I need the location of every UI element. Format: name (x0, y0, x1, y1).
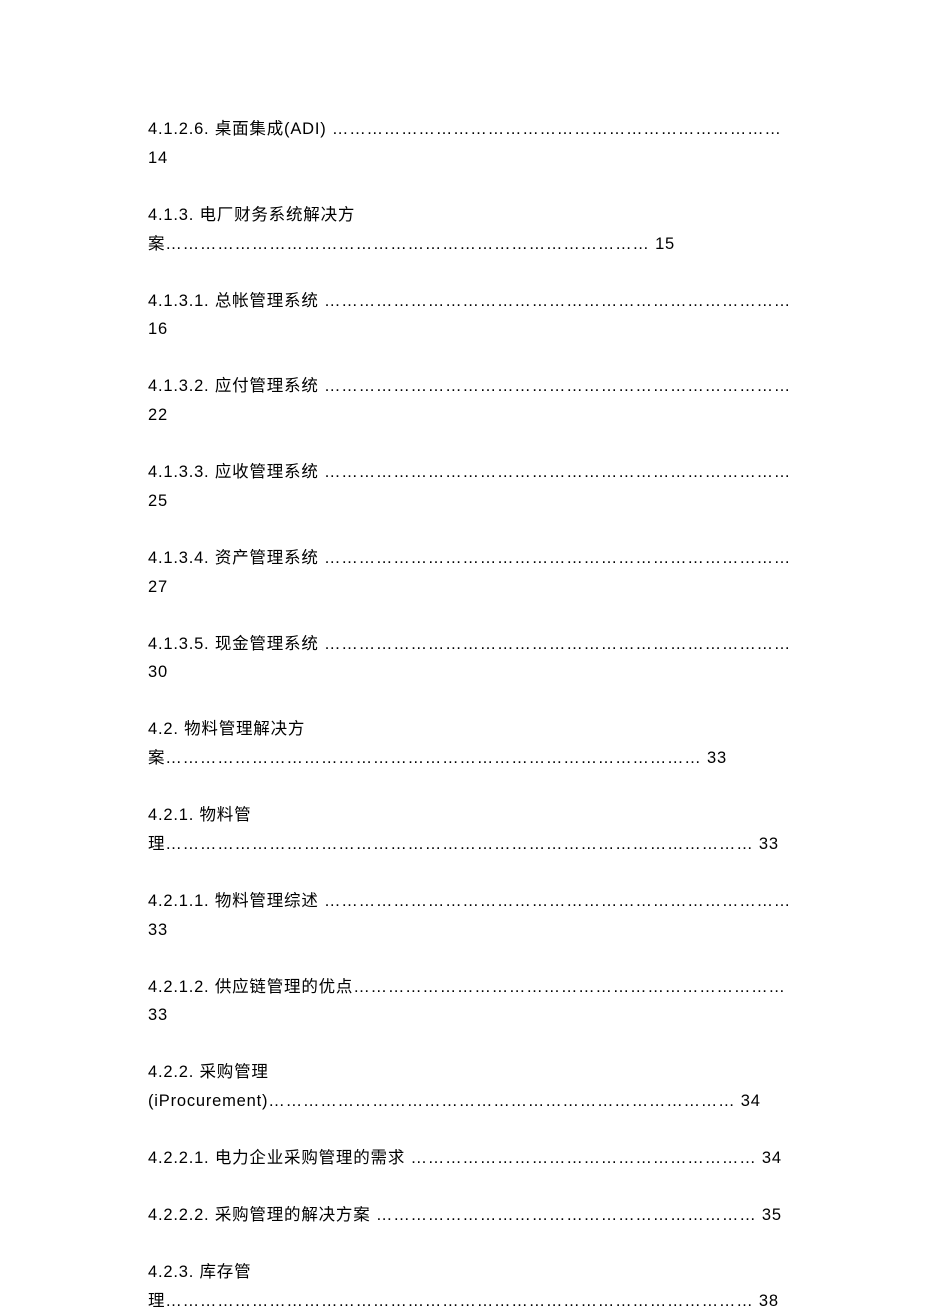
toc-entry-page: 14 (148, 144, 802, 173)
toc-entry-line1: 4.1.3.3. 应收管理系统 ………………………………………………………………… (148, 458, 802, 487)
toc-entry: 4.1.3.1. 总帐管理系统 ………………………………………………………………… (148, 287, 802, 345)
toc-entry: 4.2.1.1. 物料管理综述 ………………………………………………………………… (148, 887, 802, 945)
toc-entry-page: 25 (148, 487, 802, 516)
toc-entry-line1: 4.2.3. 库存管 (148, 1258, 802, 1287)
toc-entry-line2: 理………………………………………………………………………………………… 33 (148, 830, 802, 859)
toc-entry: 4.1.3. 电厂财务系统解决方案……………………………………………………………… (148, 201, 802, 259)
toc-entry: 4.2.3. 库存管理……………………………………………………………………………… (148, 1258, 802, 1316)
toc-entry-page: 30 (148, 658, 802, 687)
toc-entry-page: 27 (148, 573, 802, 602)
toc-container: 4.1.2.6. 桌面集成(ADI) ………………………………………………………… (148, 115, 802, 1316)
toc-entry: 4.2.2.1. 电力企业采购管理的需求 …………………………………………………… (148, 1144, 802, 1173)
toc-entry-line1: 4.1.3.1. 总帐管理系统 ………………………………………………………………… (148, 287, 802, 316)
toc-entry-line1: 4.1.2.6. 桌面集成(ADI) ………………………………………………………… (148, 115, 802, 144)
toc-entry: 4.2.1. 物料管理……………………………………………………………………………… (148, 801, 802, 859)
toc-entry-page: 33 (148, 916, 802, 945)
toc-entry-single-line: 4.2.1.2. 供应链管理的优点……………………………………………………………… (148, 973, 802, 1031)
toc-entry: 4.1.3.3. 应收管理系统 ………………………………………………………………… (148, 458, 802, 516)
toc-entry-page: 16 (148, 315, 802, 344)
toc-entry-line2: 理………………………………………………………………………………………… 38 (148, 1287, 802, 1316)
toc-entry: 4.1.3.5. 现金管理系统 ………………………………………………………………… (148, 630, 802, 688)
toc-entry-line1: 4.2. 物料管理解决方 (148, 715, 802, 744)
toc-entry-line1: 4.2.2. 采购管理 (148, 1058, 802, 1087)
toc-entry: 4.1.3.4. 资产管理系统 ………………………………………………………………… (148, 544, 802, 602)
toc-entry-line1: 4.1.3.2. 应付管理系统 ………………………………………………………………… (148, 372, 802, 401)
toc-entry-page: 22 (148, 401, 802, 430)
toc-entry-line1: 4.1.3.5. 现金管理系统 ………………………………………………………………… (148, 630, 802, 659)
toc-entry-single-line: 4.2.2.1. 电力企业采购管理的需求 …………………………………………………… (148, 1144, 802, 1173)
toc-entry-line2: 案………………………………………………………………………… 15 (148, 230, 802, 259)
toc-entry-line1: 4.1.3.4. 资产管理系统 ………………………………………………………………… (148, 544, 802, 573)
toc-entry-line1: 4.2.1. 物料管 (148, 801, 802, 830)
toc-entry-line2: (iProcurement)……………………………………………………………………… (148, 1087, 802, 1116)
toc-entry-line1: 4.1.3. 电厂财务系统解决方 (148, 201, 802, 230)
toc-entry-line1: 4.2.1.1. 物料管理综述 ………………………………………………………………… (148, 887, 802, 916)
toc-entry: 4.2.2.2. 采购管理的解决方案 ………………………………………………………… (148, 1201, 802, 1230)
toc-entry: 4.1.3.2. 应付管理系统 ………………………………………………………………… (148, 372, 802, 430)
toc-entry-line2: 案………………………………………………………………………………… 33 (148, 744, 802, 773)
toc-entry: 4.1.2.6. 桌面集成(ADI) ………………………………………………………… (148, 115, 802, 173)
toc-entry: 4.2.1.2. 供应链管理的优点……………………………………………………………… (148, 973, 802, 1031)
toc-entry: 4.2. 物料管理解决方案………………………………………………………………………… (148, 715, 802, 773)
toc-entry-single-line: 4.2.2.2. 采购管理的解决方案 ………………………………………………………… (148, 1201, 802, 1230)
toc-entry: 4.2.2. 采购管理(iProcurement)………………………………………… (148, 1058, 802, 1116)
